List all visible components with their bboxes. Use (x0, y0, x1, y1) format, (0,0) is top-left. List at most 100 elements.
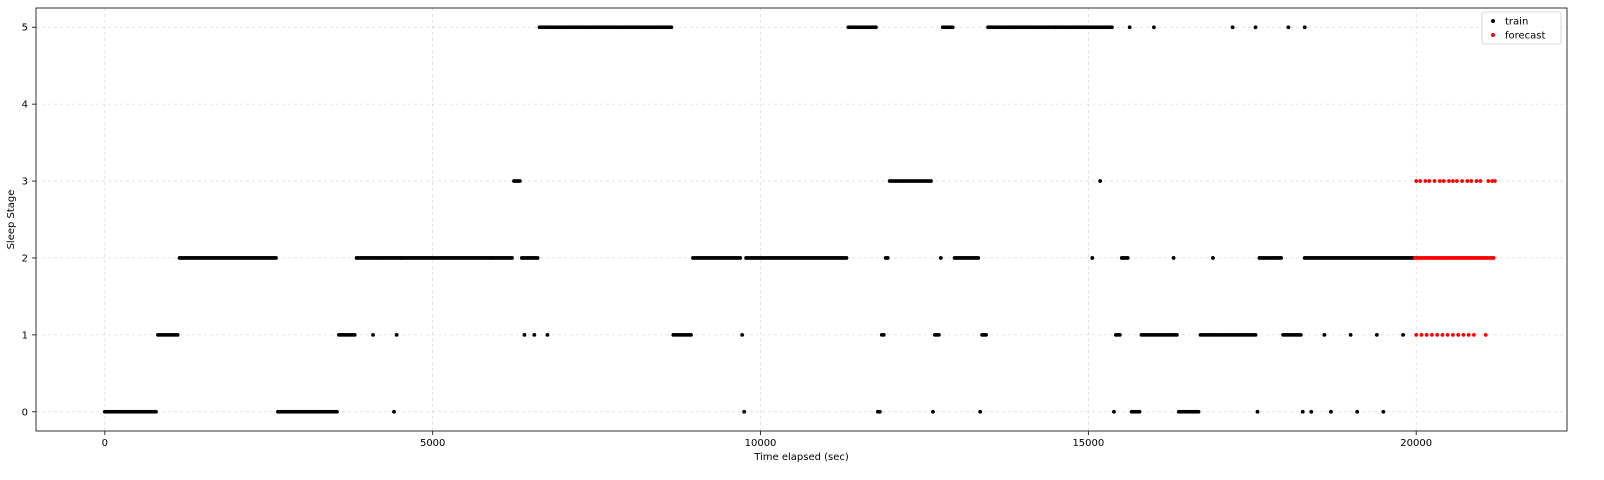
grid (36, 8, 1567, 431)
train-point (877, 409, 882, 414)
series-forecast (1412, 179, 1497, 337)
train-point (532, 332, 537, 337)
forecast-point (1460, 179, 1464, 183)
train-point (978, 409, 983, 414)
train-point (394, 332, 399, 337)
x-tick-label: 5000 (420, 438, 445, 449)
train-point (976, 256, 981, 260)
y-tick-label: 4 (22, 100, 28, 111)
train-point (545, 332, 550, 337)
y-axis-label: Sleep Stage (6, 190, 17, 250)
train-point (1255, 409, 1260, 414)
forecast-point (1469, 179, 1474, 183)
y-tick-label: 1 (22, 330, 28, 341)
train-point (274, 256, 278, 260)
forecast-point (1474, 179, 1479, 183)
forecast-point (1483, 332, 1488, 337)
forecast-point (1471, 332, 1476, 337)
train-point (1053, 25, 1058, 30)
train-point (522, 332, 527, 337)
forecast-point (1451, 332, 1455, 337)
forecast-point (1490, 179, 1495, 183)
train-point (335, 409, 339, 414)
train-point (740, 332, 745, 337)
train-point (1300, 409, 1305, 414)
train-point (1137, 409, 1142, 414)
data-points (102, 25, 1497, 414)
train-point (950, 25, 955, 30)
forecast-point (1454, 179, 1459, 183)
train-point (517, 179, 522, 183)
legend-box (1481, 11, 1562, 45)
forecast-point (1491, 256, 1496, 260)
train-point (392, 409, 396, 414)
forecast-point (1466, 332, 1471, 337)
train-point (1171, 256, 1176, 260)
train-point (1112, 409, 1116, 414)
train-point (535, 256, 540, 260)
train-point (936, 332, 941, 337)
train-point (1309, 409, 1314, 414)
train-point (1174, 332, 1179, 337)
legend-label-forecast: forecast (1505, 31, 1546, 42)
train-point (1152, 25, 1156, 30)
train-point (1098, 179, 1103, 183)
x-tick-label: 10000 (745, 438, 777, 449)
train-point (489, 256, 494, 260)
train-point (352, 332, 357, 337)
legend-marker-forecast (1491, 33, 1495, 37)
forecast-point (1441, 179, 1446, 183)
train-point (1090, 256, 1095, 260)
axis-ticks: 0 5000 10000 15000 20000 0 1 2 3 4 5 (22, 23, 1432, 449)
train-point (510, 256, 514, 260)
train-point (1230, 25, 1235, 30)
train-point (1348, 332, 1353, 337)
train-point (1279, 256, 1284, 260)
forecast-point (1430, 332, 1434, 337)
train-point (929, 179, 933, 183)
y-tick-label: 5 (22, 23, 28, 34)
forecast-point (1465, 179, 1470, 183)
train-point (844, 256, 849, 260)
legend: train forecast (1481, 11, 1562, 45)
train-point (399, 256, 404, 260)
train-point (371, 332, 375, 337)
train-point (1117, 332, 1122, 337)
x-tick-label: 0 (102, 438, 108, 449)
forecast-point (1414, 332, 1419, 337)
train-point (984, 332, 988, 337)
forecast-point (1423, 179, 1428, 183)
train-point (1007, 25, 1012, 30)
train-point (1401, 332, 1405, 337)
train-point (885, 256, 890, 260)
forecast-point (1432, 179, 1437, 183)
train-point (1374, 332, 1379, 337)
forecast-point (1486, 179, 1491, 183)
train-point (874, 25, 878, 30)
forecast-point (1478, 179, 1483, 183)
train-point (1110, 25, 1114, 30)
train-point (689, 332, 693, 337)
y-tick-label: 2 (22, 253, 28, 264)
legend-label-train: train (1505, 17, 1528, 28)
x-tick-label: 20000 (1400, 438, 1432, 449)
train-point (738, 256, 743, 260)
train-point (1196, 409, 1201, 414)
train-point (154, 409, 158, 414)
forecast-point (1445, 332, 1450, 337)
train-point (1381, 409, 1386, 414)
train-point (1125, 256, 1130, 260)
forecast-point (1414, 179, 1419, 183)
train-point (1253, 25, 1258, 30)
forecast-point (1451, 179, 1455, 183)
train-point (938, 256, 943, 260)
train-point (1355, 409, 1360, 414)
forecast-point (1492, 179, 1497, 183)
train-point (1127, 25, 1132, 30)
forecast-point (1419, 332, 1424, 337)
train-point (1211, 256, 1215, 260)
forecast-point (1424, 332, 1429, 337)
train-point (1322, 332, 1327, 337)
forecast-point (1461, 332, 1466, 337)
